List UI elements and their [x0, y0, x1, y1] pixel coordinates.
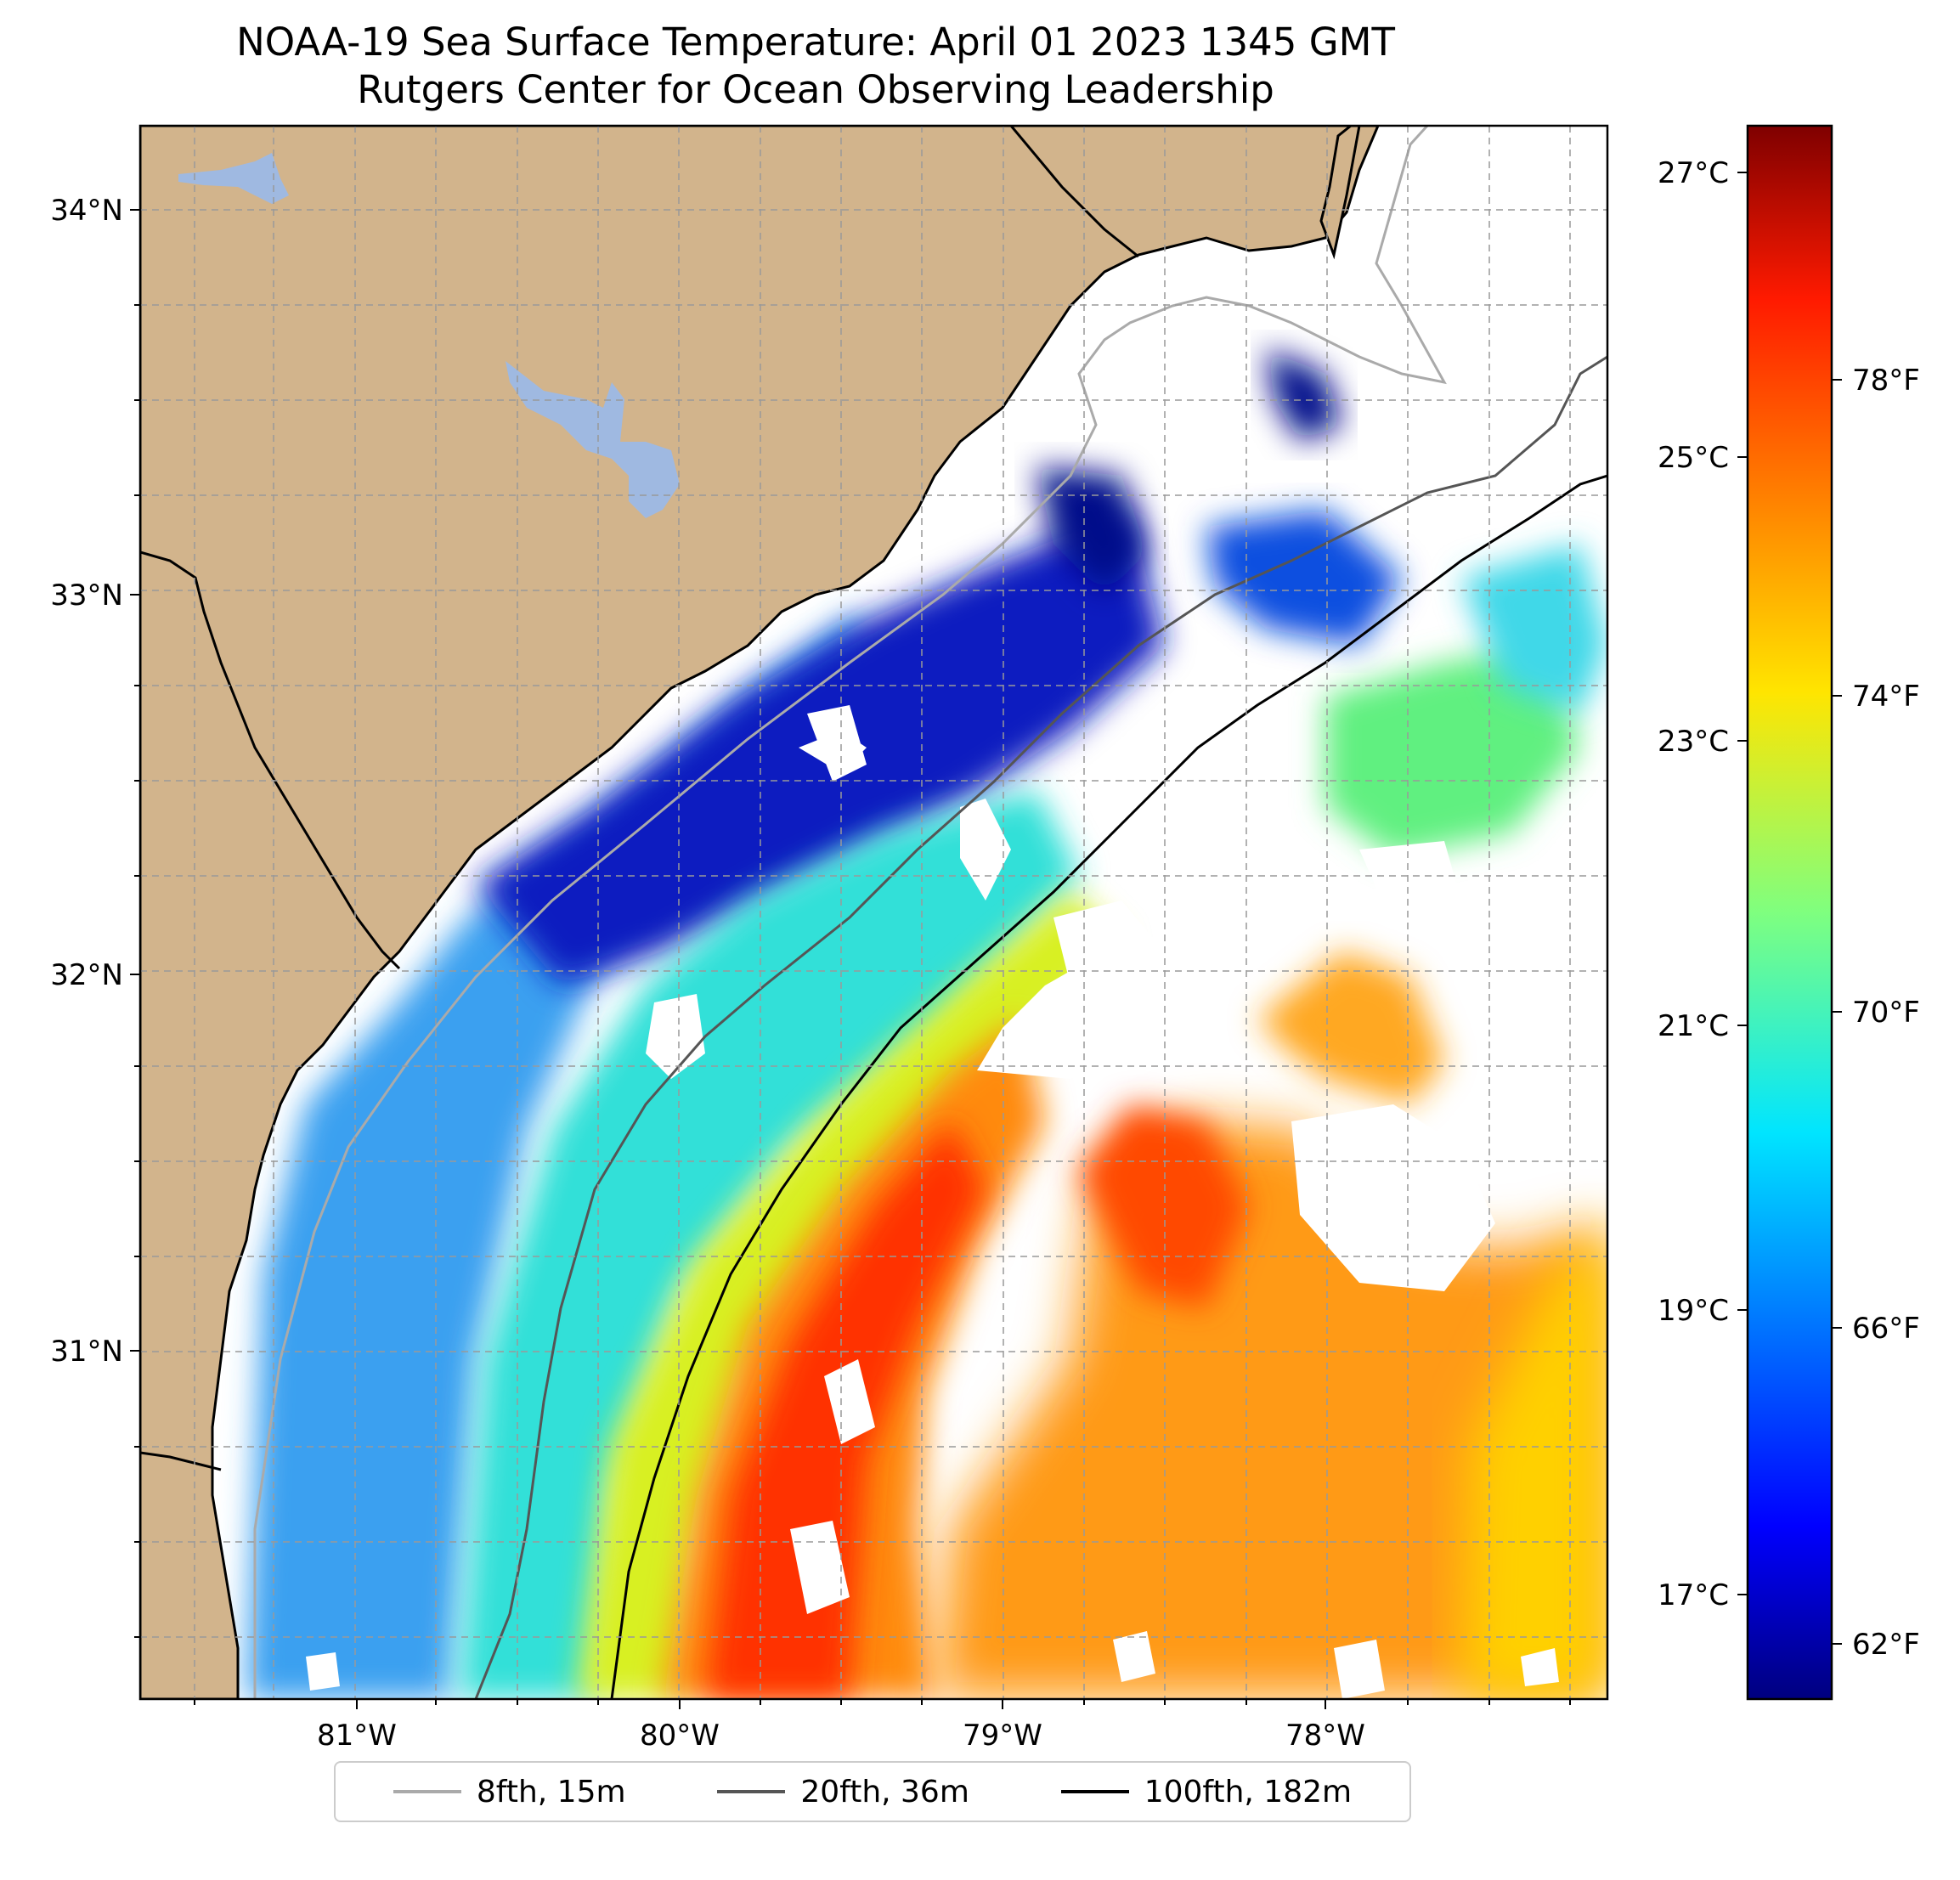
cloud-mask-region: [1053, 900, 1164, 1002]
map-frame: [138, 124, 1609, 1701]
lat-label-34n: 34°N: [50, 194, 123, 228]
cloud-mask-region: [1291, 1104, 1495, 1291]
legend-swatch-20fth: [717, 1790, 786, 1793]
sst-offshore-cyan-east: [1461, 544, 1607, 714]
sst-green-patches: [1325, 646, 1580, 858]
cloud-mask-region: [824, 1359, 875, 1444]
cloud-mask-region: [306, 1652, 340, 1691]
sst-dark-blue-northeast: [1266, 348, 1342, 442]
state-border-nc-sc: [1009, 126, 1139, 258]
legend-swatch-100fth: [1060, 1790, 1129, 1793]
lake-moultrie-north: [178, 153, 289, 204]
colorbar-label-66f: 66°F: [1852, 1312, 1920, 1346]
legend-entry-20fth: 20fth, 36m: [717, 1775, 969, 1809]
legend-label-20fth: 20fth, 36m: [800, 1774, 969, 1809]
lat-label-33n: 33°N: [50, 579, 123, 613]
legend-label-8fth: 8fth, 15m: [476, 1774, 626, 1809]
colorbar-label-25c: 25°C: [1658, 441, 1729, 475]
cloud-mask-region: [1359, 841, 1461, 926]
cloud-mask-region: [1113, 1631, 1155, 1682]
cloud-mask-region: [799, 731, 867, 773]
colorbar-label-23c: 23°C: [1658, 725, 1729, 759]
legend-entry-100fth: 100fth, 182m: [1060, 1774, 1353, 1809]
axis-ticks: [130, 209, 1571, 1709]
sst-offshore-red-patch: [1079, 1104, 1249, 1308]
sst-dark-blue-north: [1036, 467, 1147, 595]
colorbar-label-70f: 70°F: [1852, 996, 1920, 1030]
legend-label-100fth: 100fth, 182m: [1144, 1774, 1353, 1809]
sst-offshore-orange-north: [1257, 951, 1444, 1104]
lat-label-32n: 32°N: [50, 958, 123, 992]
state-border-sc-ga: [140, 550, 401, 970]
land-mass: [140, 126, 1380, 1699]
sst-coastal-band: [246, 612, 867, 1699]
colorbar-label-74f: 74°F: [1852, 680, 1920, 714]
colorbar-label-19c: 19°C: [1658, 1294, 1729, 1328]
legend-entry-8fth: 8fth, 15m: [393, 1775, 626, 1809]
colorbar-label-62f: 62°F: [1852, 1628, 1920, 1662]
map-title: NOAA-19 Sea Surface Temperature: April 0…: [140, 19, 1491, 114]
state-border-ga-fl: [140, 1451, 222, 1471]
colorbar-label-21c: 21°C: [1658, 1009, 1729, 1043]
colorbar-ticks: [1737, 172, 1842, 1645]
lon-label-78w: 78°W: [1285, 1719, 1365, 1753]
legend-swatch-8fth: [393, 1790, 461, 1793]
cloud-mask-region: [790, 1521, 850, 1614]
lon-label-80w: 80°W: [640, 1719, 720, 1753]
contour-legend: 8fth, 15m 20fth, 36m 100fth, 182m: [334, 1761, 1411, 1822]
cloud-mask-region: [646, 994, 705, 1079]
sst-blue-patches-north: [1206, 510, 1402, 646]
cloud-mask-region: [1521, 1648, 1559, 1686]
colorbar-label-17c: 17°C: [1658, 1578, 1729, 1612]
map-area: [140, 126, 1607, 1699]
cape-fear-peninsula: [1319, 126, 1361, 260]
title-line-1: NOAA-19 Sea Surface Temperature: April 0…: [236, 20, 1395, 65]
lat-label-31n: 31°N: [50, 1335, 123, 1369]
colorbar-label-27c: 27°C: [1658, 156, 1729, 190]
cloud-mask-region: [1580, 850, 1607, 934]
cloud-mask: [306, 705, 1607, 1699]
gridlines: [140, 126, 1607, 1699]
lon-label-79w: 79°W: [963, 1719, 1042, 1753]
sst-offshore-yellow-east: [1461, 1232, 1607, 1699]
title-line-2: Rutgers Center for Ocean Observing Leade…: [357, 67, 1274, 112]
cloud-mask-region: [1334, 1640, 1385, 1699]
colorbar-label-78f: 78°F: [1852, 364, 1920, 398]
colorbar: [1746, 124, 1833, 1701]
lon-label-81w: 81°W: [317, 1719, 397, 1753]
contour-8fth: [253, 126, 1447, 1699]
cloud-mask-region: [960, 799, 1011, 900]
contour-20fth: [474, 355, 1607, 1699]
contour-100fth: [610, 474, 1607, 1699]
